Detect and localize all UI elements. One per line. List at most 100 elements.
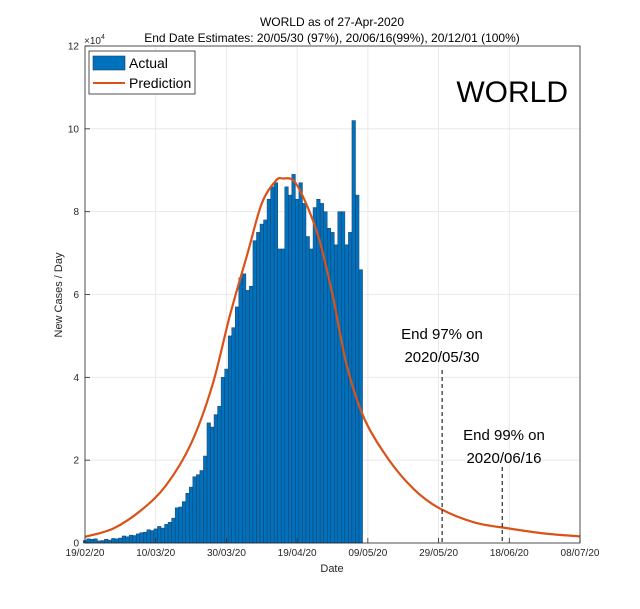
actual-bar bbox=[210, 426, 215, 544]
actual-bar bbox=[266, 198, 271, 544]
actual-bar bbox=[157, 526, 162, 544]
actual-bar bbox=[107, 539, 112, 544]
actual-bar bbox=[143, 531, 148, 544]
actual-bar bbox=[291, 174, 296, 544]
y-tick-label: 0 bbox=[73, 539, 79, 550]
actual-bar bbox=[93, 538, 98, 544]
actual-bar bbox=[185, 493, 190, 544]
actual-bar bbox=[302, 203, 307, 544]
actual-bar bbox=[227, 335, 232, 544]
actual-bar bbox=[167, 522, 172, 544]
x-axis-label: Date bbox=[320, 563, 343, 575]
actual-bar bbox=[288, 194, 293, 544]
actual-bar bbox=[139, 532, 144, 544]
actual-bar bbox=[189, 486, 194, 544]
actual-bar bbox=[238, 277, 243, 544]
actual-bar bbox=[284, 186, 289, 544]
actual-bar bbox=[263, 219, 268, 544]
actual-bar bbox=[259, 223, 264, 544]
actual-bar bbox=[351, 120, 356, 544]
actual-bar bbox=[252, 240, 257, 544]
actual-bar bbox=[355, 194, 360, 544]
y-tick-label: 8 bbox=[73, 207, 79, 218]
actual-bar bbox=[90, 539, 95, 544]
legend-label-prediction: Prediction bbox=[129, 75, 191, 91]
actual-bar bbox=[309, 248, 314, 544]
actual-bar bbox=[125, 536, 130, 544]
actual-bar bbox=[295, 198, 300, 544]
actual-bar bbox=[277, 248, 282, 544]
actual-bar bbox=[341, 211, 346, 544]
actual-bar bbox=[146, 529, 151, 544]
y-exponent-label: ×104 bbox=[84, 34, 105, 47]
x-tick-label: 30/03/20 bbox=[207, 548, 246, 559]
actual-bar bbox=[178, 506, 183, 544]
legend-swatch-actual bbox=[92, 55, 126, 71]
actual-bar bbox=[132, 535, 137, 544]
ticks: 19/02/20 10/03/20 30/03/20 19/04/20 09/05/20… bbox=[66, 42, 600, 560]
actual-bar bbox=[213, 414, 218, 544]
y-tick-label: 6 bbox=[73, 290, 79, 301]
actual-bar bbox=[114, 538, 119, 544]
actual-bar bbox=[245, 290, 250, 544]
actual-bar bbox=[121, 535, 126, 544]
annotation-97-line1: End 97% on bbox=[401, 326, 483, 343]
actual-bar bbox=[206, 422, 211, 544]
actual-bar bbox=[192, 476, 197, 544]
actual-bar bbox=[128, 534, 133, 544]
actual-bar bbox=[316, 198, 321, 544]
actual-bar bbox=[273, 182, 278, 544]
actual-bar bbox=[330, 232, 335, 544]
legend: Actual Prediction bbox=[88, 50, 196, 95]
actual-bar bbox=[334, 244, 339, 544]
actual-bar bbox=[196, 474, 201, 544]
actual-bar bbox=[164, 524, 169, 544]
actual-bar bbox=[348, 232, 353, 544]
actual-bar bbox=[249, 285, 254, 544]
actual-bar bbox=[199, 470, 204, 544]
actual-bar bbox=[217, 406, 222, 544]
actual-bar bbox=[242, 273, 247, 544]
actual-bar bbox=[203, 455, 208, 544]
actual-bar bbox=[171, 517, 176, 544]
actual-bar bbox=[160, 527, 165, 544]
annotation-99-line2: 2020/06/16 bbox=[466, 450, 541, 467]
actual-bar bbox=[111, 538, 116, 544]
x-tick-label: 18/06/20 bbox=[490, 548, 529, 559]
actual-bar bbox=[312, 207, 317, 544]
x-tick-label: 10/03/20 bbox=[136, 548, 175, 559]
legend-label-actual: Actual bbox=[129, 55, 168, 71]
actual-bar bbox=[136, 533, 141, 544]
actual-bar bbox=[86, 538, 91, 544]
y-tick-label: 4 bbox=[73, 373, 79, 384]
prediction-line bbox=[84, 176, 581, 538]
annotation-99-line1: End 99% on bbox=[463, 427, 545, 444]
actual-bar bbox=[256, 232, 261, 544]
x-tick-label: 29/05/20 bbox=[419, 548, 458, 559]
annotation-97-line2: 2020/05/30 bbox=[404, 349, 479, 366]
actual-bar bbox=[150, 530, 155, 544]
actual-bar bbox=[174, 507, 179, 544]
x-tick-label: 08/07/20 bbox=[561, 548, 600, 559]
actual-bar bbox=[235, 306, 240, 544]
actual-bar bbox=[224, 368, 229, 544]
actual-bar bbox=[298, 182, 303, 544]
actual-bar bbox=[220, 377, 225, 544]
annotation-lines bbox=[441, 370, 503, 543]
x-tick-label: 19/02/20 bbox=[66, 548, 105, 559]
actual-bar bbox=[280, 248, 286, 544]
chart-title: WORLD as of 27-Apr-2020 bbox=[260, 15, 404, 29]
x-tick-label: 09/05/20 bbox=[348, 548, 387, 559]
actual-bar bbox=[337, 211, 342, 544]
y-tick-label: 12 bbox=[68, 42, 80, 53]
y-tick-label: 10 bbox=[68, 124, 80, 135]
y-tick-label: 2 bbox=[73, 456, 79, 467]
chart-subtitle: End Date Estimates: 20/05/30 (97%), 20/0… bbox=[144, 31, 520, 45]
actual-bar bbox=[104, 539, 109, 544]
actual-bar bbox=[118, 537, 123, 544]
y-axis-label: New Cases / Day bbox=[53, 252, 65, 337]
actual-bar bbox=[231, 327, 236, 544]
actual-bar bbox=[344, 244, 349, 544]
actual-bar bbox=[270, 186, 275, 544]
